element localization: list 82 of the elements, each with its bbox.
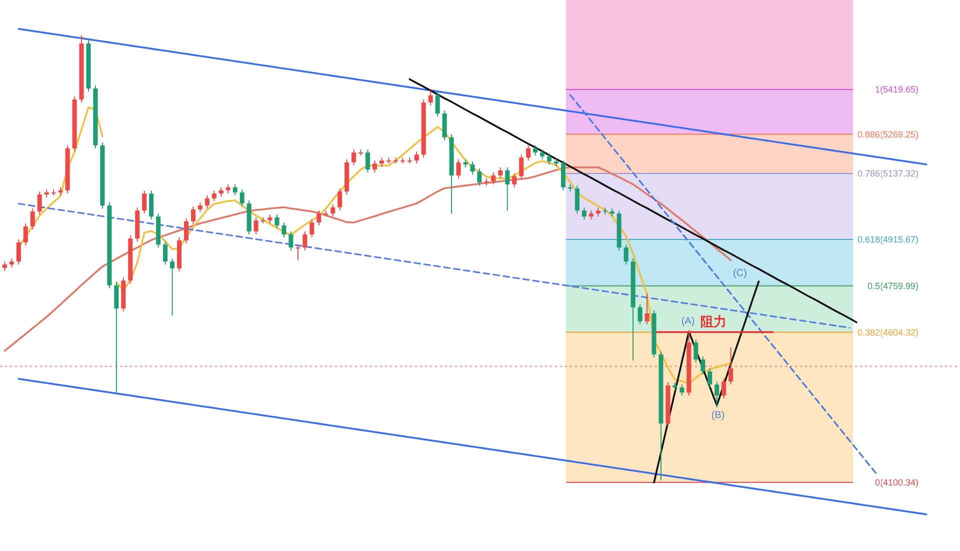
candlestick <box>533 144 538 156</box>
candlestick <box>330 204 336 218</box>
candlestick <box>638 304 642 325</box>
candlestick <box>560 160 566 191</box>
line-series <box>653 280 760 484</box>
candlestick <box>16 238 21 265</box>
candlestick <box>722 378 726 400</box>
candlestick <box>352 149 356 166</box>
candlestick <box>149 190 154 220</box>
candlestick <box>232 184 238 196</box>
candlestick <box>435 92 440 117</box>
candlestick <box>624 244 628 265</box>
candlestick <box>498 166 503 179</box>
candlestick <box>519 154 524 180</box>
candlestick <box>240 188 244 207</box>
y2-tick-label: 1 <box>874 84 880 95</box>
line-series <box>569 94 878 476</box>
y2-tick-label: 0.618 <box>857 234 880 245</box>
candlestick <box>547 152 552 165</box>
candlestick <box>212 190 216 202</box>
candlestick <box>316 210 322 226</box>
y2-tick-label: 0.5 <box>867 281 880 292</box>
y2-tick-label: 0.382 <box>857 327 880 338</box>
y2-tick-label: 0 <box>874 478 880 488</box>
candlestick <box>198 202 202 213</box>
candlestick <box>37 191 42 215</box>
candlestick <box>574 185 580 214</box>
candlestick <box>114 282 119 394</box>
y2-tick-label: 0.886 <box>857 129 880 140</box>
candlestick <box>254 216 258 235</box>
candlestick <box>190 206 196 225</box>
candlestick <box>728 347 734 386</box>
y-tick-label: (5419.65) <box>880 84 919 95</box>
candlestick <box>288 230 294 251</box>
candlestick <box>372 160 378 173</box>
candlestick <box>526 144 531 162</box>
candlestick <box>512 172 517 188</box>
candlestick <box>30 208 35 230</box>
y2-tick-label: 0.786 <box>857 168 880 179</box>
candlestick <box>184 218 189 244</box>
candlestick <box>680 384 684 396</box>
candlestick <box>491 172 496 185</box>
candlestick <box>442 110 447 141</box>
y-tick-label: (4915.67) <box>880 234 919 245</box>
candlestick <box>644 292 650 325</box>
candlestick <box>582 207 586 220</box>
candlestick <box>218 186 224 198</box>
y-tick-label: (5137.32) <box>880 168 919 179</box>
candlestick <box>414 151 419 164</box>
y-tick-label: (4759.99) <box>880 281 919 292</box>
line-series <box>18 378 928 516</box>
y-tick-label: (4100.34) <box>880 478 919 488</box>
candlestick <box>428 90 433 106</box>
series-label: 阻力 <box>700 315 726 330</box>
candlestick <box>714 381 720 408</box>
y-tick-label: (5269.25) <box>880 129 919 140</box>
annotation: (C) <box>733 268 747 279</box>
annotation: (B) <box>711 410 725 421</box>
annotation: (A) <box>681 316 695 327</box>
candlestick <box>365 149 370 173</box>
candlestick <box>163 241 168 265</box>
candlestick <box>274 214 280 229</box>
candlestick <box>23 222 28 246</box>
line-series <box>18 28 928 166</box>
candlestick <box>2 261 7 272</box>
candlestick <box>310 219 314 238</box>
candlestick <box>282 222 286 238</box>
candlestick <box>694 339 698 363</box>
candlestick <box>708 368 712 388</box>
candlestick <box>540 149 545 160</box>
candlestick <box>302 230 308 251</box>
candlestick <box>505 166 510 212</box>
y-tick-label: (4604.32) <box>880 327 919 338</box>
candlestick <box>470 160 475 176</box>
candlestick <box>170 258 175 316</box>
candlestick <box>142 190 147 214</box>
candlestick <box>456 158 461 179</box>
candlestick <box>477 168 482 186</box>
candlestick <box>204 194 210 209</box>
candlestick <box>700 356 706 375</box>
candlestick <box>296 244 300 261</box>
candlestick <box>338 188 342 211</box>
